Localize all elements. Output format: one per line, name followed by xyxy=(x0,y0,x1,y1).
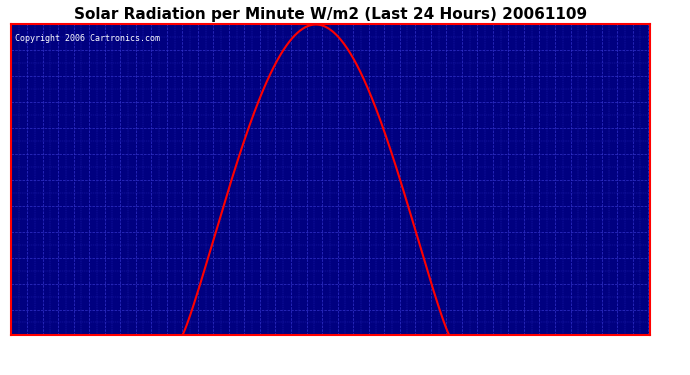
Text: Copyright 2006 Cartronics.com: Copyright 2006 Cartronics.com xyxy=(14,34,159,43)
Title: Solar Radiation per Minute W/m2 (Last 24 Hours) 20061109: Solar Radiation per Minute W/m2 (Last 24… xyxy=(75,7,587,22)
